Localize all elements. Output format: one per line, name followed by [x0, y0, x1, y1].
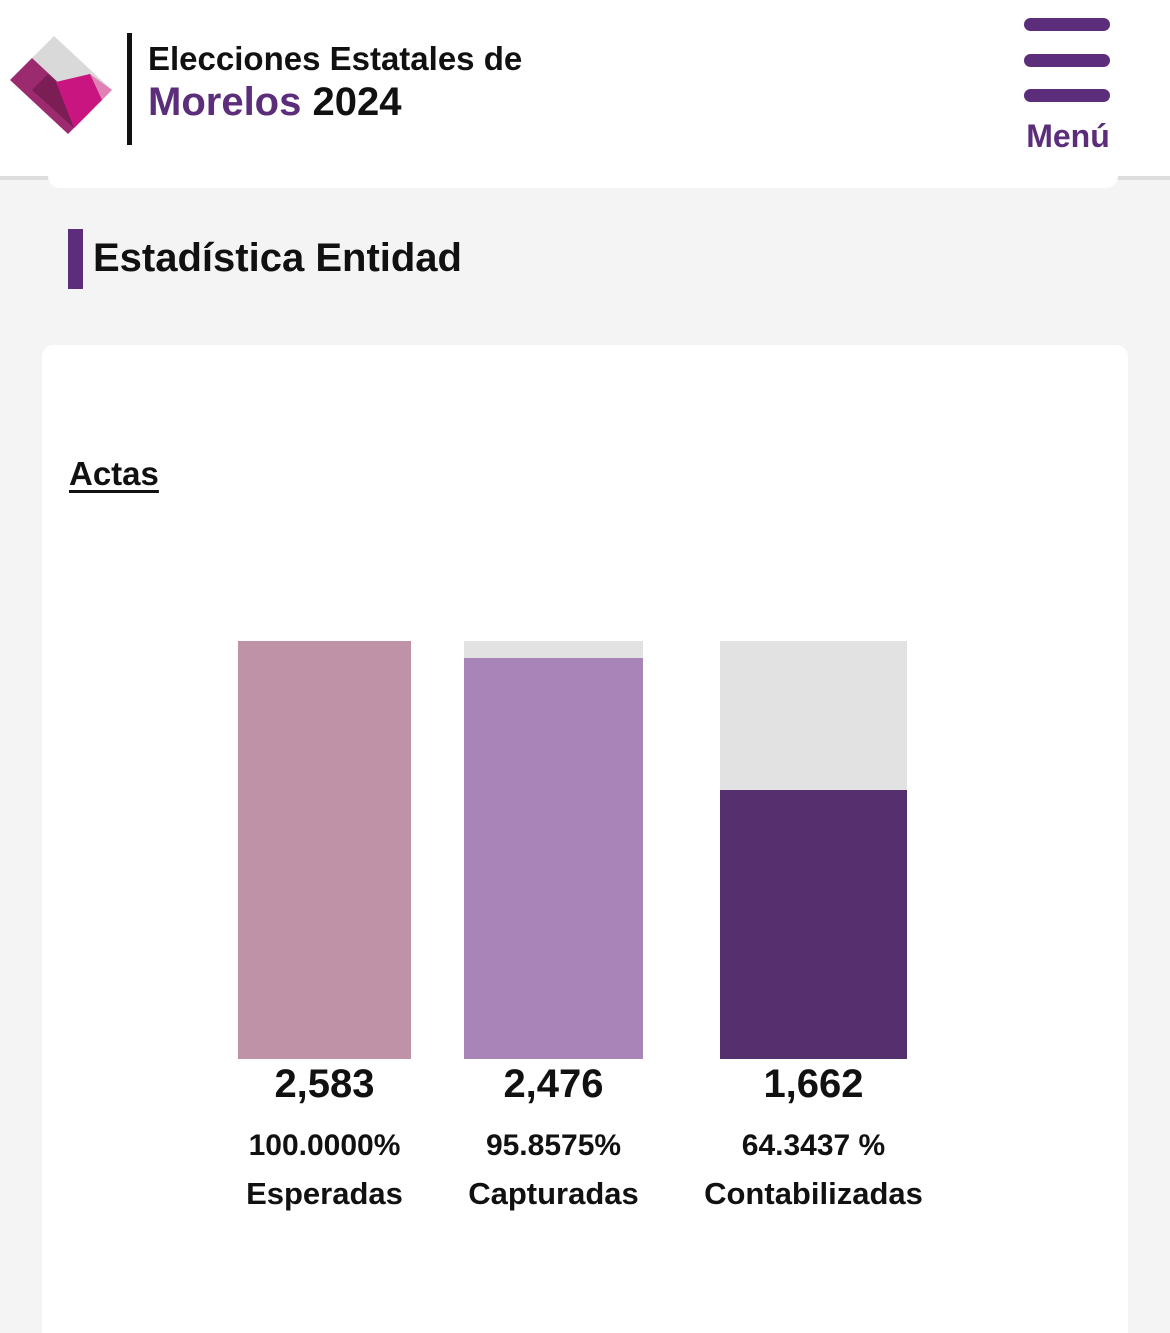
- actas-title[interactable]: Actas: [69, 455, 159, 492]
- bar-count-capturadas: 2,476: [503, 1062, 604, 1106]
- bar-percent-capturadas: 95.8575%: [485, 1129, 622, 1162]
- bar-esperadas[interactable]: [238, 641, 411, 1059]
- header-divider: [127, 33, 132, 145]
- bar-label-contabilizadas: Contabilizadas: [704, 1176, 923, 1211]
- bar-count-esperadas: 2,583: [274, 1062, 375, 1106]
- site-title-year: 2024: [312, 80, 402, 124]
- bar-count-contabilizadas: 1,662: [763, 1062, 864, 1106]
- menu-label: Menú: [1026, 118, 1110, 154]
- site-title-state: Morelos: [148, 80, 302, 124]
- app-header: Elecciones Estatales de Morelos 2024 Men…: [0, 0, 1170, 180]
- bar-fill-capturadas: [464, 658, 643, 1059]
- site-title-line2: Morelos 2024: [148, 80, 401, 125]
- site-title-line1: Elecciones Estatales de: [148, 40, 523, 77]
- tab-strip: [48, 176, 1118, 188]
- section-marker: [68, 229, 83, 289]
- bar-label-esperadas: Esperadas: [246, 1176, 403, 1211]
- menu-button[interactable]: Menú: [1018, 14, 1118, 160]
- ine-diamond-logo-icon: [10, 36, 112, 134]
- bar-fill-esperadas: [238, 641, 411, 1059]
- section-title: Estadística Entidad: [93, 236, 462, 280]
- bar-capturadas[interactable]: [464, 641, 643, 1059]
- bar-percent-esperadas: 100.0000%: [248, 1129, 401, 1162]
- bar-percent-contabilizadas: 64.3437 %: [741, 1129, 886, 1162]
- actas-card: Actas 2,583 100.0000% Esperadas 2,476 95.857…: [42, 345, 1128, 1333]
- bar-contabilizadas[interactable]: [720, 641, 907, 1059]
- bar-label-capturadas: Capturadas: [468, 1176, 639, 1211]
- bar-fill-contabilizadas: [720, 790, 907, 1059]
